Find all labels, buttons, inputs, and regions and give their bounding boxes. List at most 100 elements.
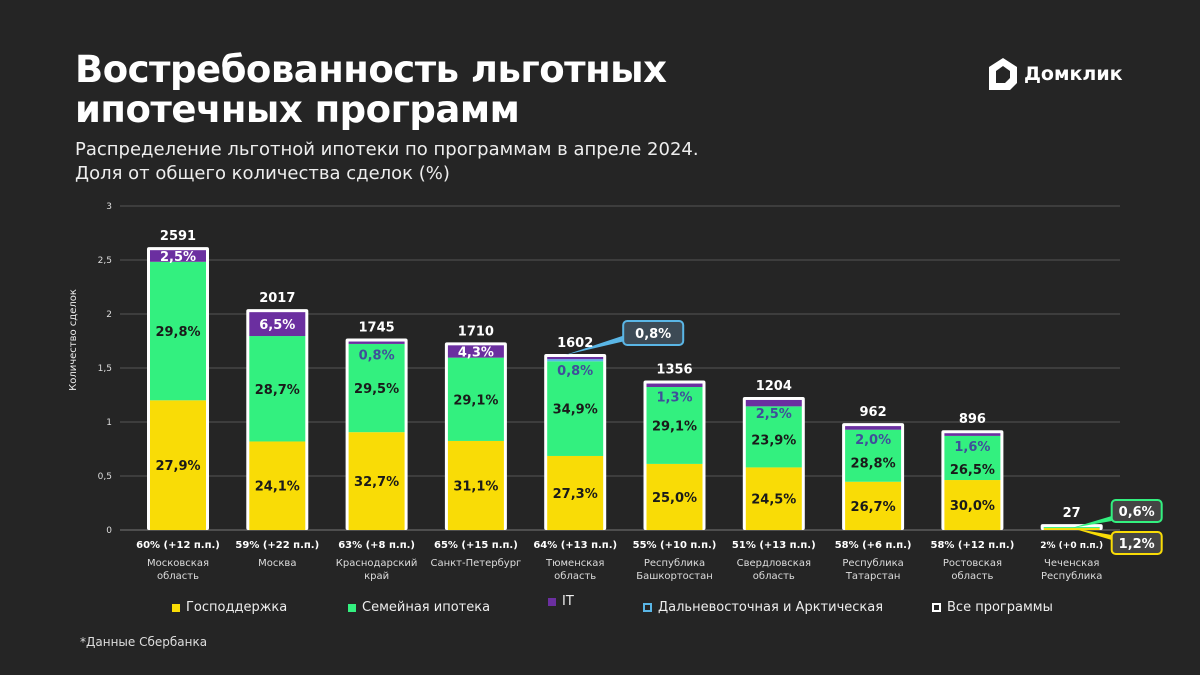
y-tick-label: 2 xyxy=(106,310,112,320)
share-label: 51% (+13 п.п.) xyxy=(732,540,816,551)
bar-segment-it xyxy=(249,312,306,337)
data-label-family: 29,5% xyxy=(354,382,399,397)
category-label: Московская xyxy=(147,558,209,569)
share-label: 2% (+0 п.п.) xyxy=(1040,541,1103,551)
legend-item-gov: Господдержка xyxy=(172,600,287,615)
bar-segment-gov xyxy=(547,455,604,530)
domclick-logo: Домклик xyxy=(988,57,1123,91)
data-label-it: 0,8% xyxy=(557,364,593,379)
callout-pointer xyxy=(1071,516,1112,528)
data-label-it: 2,0% xyxy=(855,433,891,448)
category-label: Ростовская xyxy=(943,558,1002,569)
category-label: область xyxy=(554,571,596,582)
bar-segment-family xyxy=(447,357,504,441)
legend-label: Господдержка xyxy=(186,600,288,615)
data-label-gov: 31,1% xyxy=(453,479,498,494)
data-label-fareast: 0,8% xyxy=(635,327,671,342)
data-label-gov: 27,9% xyxy=(155,459,200,474)
y-tick-label: 3 xyxy=(106,202,112,212)
bar-segment-it xyxy=(646,383,703,387)
chart-subtitle: Распределение льготной ипотеки по програ… xyxy=(75,138,699,186)
legend-label: IT xyxy=(562,594,574,609)
bar-segment-gov xyxy=(1043,528,1100,530)
bar-segment-it xyxy=(547,356,604,360)
callout-box-gov xyxy=(1110,531,1163,555)
y-tick-label: 2,5 xyxy=(98,256,112,266)
category-label: Краснодарский xyxy=(336,558,418,569)
bar-total-label: 27 xyxy=(1063,506,1081,521)
y-tick-label: 1,5 xyxy=(98,364,112,374)
legend-swatch xyxy=(643,603,652,612)
data-label-family: 23,9% xyxy=(751,433,796,448)
data-label-gov: 25,0% xyxy=(652,491,697,506)
data-label-family: 29,1% xyxy=(453,393,498,408)
data-label-family: 28,8% xyxy=(851,457,896,472)
data-label-gov: 32,7% xyxy=(354,475,399,490)
callout-pointer xyxy=(565,334,626,355)
page-title: Востребованность льготных ипотечных прог… xyxy=(75,50,667,130)
bar-segment-it xyxy=(745,399,802,407)
bar-total-label: 2591 xyxy=(160,229,196,244)
share-label: 59% (+22 п.п.) xyxy=(235,540,319,551)
legend-swatch xyxy=(172,603,180,612)
logo-text: Домклик xyxy=(1024,63,1123,85)
data-label-gov: 30,0% xyxy=(950,499,995,514)
legend-label: Все программы xyxy=(947,600,1053,615)
data-label-gov: 1,2% xyxy=(1119,537,1155,552)
data-label-gov: 24,5% xyxy=(751,493,796,508)
category-label: Республика xyxy=(644,558,705,569)
bar-segment-family xyxy=(646,386,703,464)
bar-total-label: 1204 xyxy=(756,379,792,394)
category-label: Башкортостан xyxy=(636,571,713,582)
category-label: Татарстан xyxy=(845,571,901,582)
callout-pointer xyxy=(1071,528,1112,540)
category-label: область xyxy=(753,571,795,582)
house-logo-icon xyxy=(989,58,1017,90)
data-label-gov: 27,3% xyxy=(553,487,598,502)
bar-segment-it xyxy=(348,341,405,344)
category-label: область xyxy=(951,571,993,582)
data-label-gov: 24,1% xyxy=(255,480,300,495)
data-label-it: 6,5% xyxy=(259,318,295,333)
share-label: 65% (+15 п.п.) xyxy=(434,540,518,551)
category-label: край xyxy=(364,571,389,582)
bar-segment-it xyxy=(447,345,504,358)
bar-total-label: 962 xyxy=(860,405,887,420)
callout-box-fareast xyxy=(622,319,685,346)
category-label: Санкт-Петербург xyxy=(430,558,521,569)
data-label-it: 2,5% xyxy=(756,407,792,422)
data-label-it: 4,3% xyxy=(458,345,494,360)
bar-segment-family xyxy=(249,336,306,442)
bar-segment-gov xyxy=(249,441,306,530)
subtitle-line: Доля от общего количества сделок (%) xyxy=(75,163,450,184)
legend-item-all: Все программы xyxy=(932,600,1053,615)
y-axis-label: Количество сделок xyxy=(68,289,79,391)
category-label: Республика xyxy=(1041,571,1102,582)
bar-total-label: 1602 xyxy=(557,336,593,351)
share-label: 63% (+8 п.п.) xyxy=(338,540,415,551)
data-label-family: 34,9% xyxy=(553,403,598,418)
legend-label: Дальневосточная и Арктическая xyxy=(658,600,884,615)
data-label-it: 1,6% xyxy=(954,440,990,455)
data-label-family: 28,7% xyxy=(255,383,300,398)
bar-total-label: 1745 xyxy=(359,321,395,336)
footnote: *Данные Сбербанка xyxy=(80,635,208,649)
bar-total-label: 896 xyxy=(959,412,986,427)
bar-total-label: 1710 xyxy=(458,324,494,339)
subtitle-line: Распределение льготной ипотеки по програ… xyxy=(75,139,699,160)
bar-segment-family xyxy=(1043,527,1100,529)
bar-segment-it xyxy=(845,426,902,430)
share-label: 64% (+13 п.п.) xyxy=(533,540,617,551)
legend-item-family: Семейная ипотека xyxy=(348,600,490,615)
title-line: Востребованность льготных xyxy=(75,48,667,91)
share-label: 58% (+6 п.п.) xyxy=(835,540,912,551)
bar-segment-gov xyxy=(845,481,902,530)
y-tick-label: 0 xyxy=(106,526,112,536)
data-label-family: 29,1% xyxy=(652,419,697,434)
bar-segment-it xyxy=(944,433,1001,436)
bar-segment-family xyxy=(150,261,206,401)
category-label: область xyxy=(157,571,199,582)
data-label-family: 29,8% xyxy=(155,325,200,340)
bar-segment-gov xyxy=(348,432,405,530)
